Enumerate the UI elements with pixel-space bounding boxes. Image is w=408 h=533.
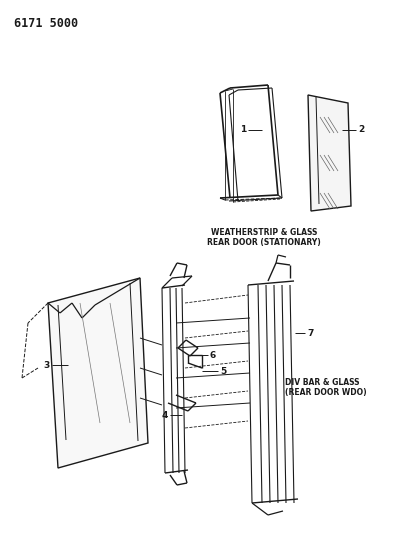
Text: 2: 2 — [358, 125, 364, 134]
Text: DIV BAR & GLASS
(REAR DOOR WDO): DIV BAR & GLASS (REAR DOOR WDO) — [285, 378, 367, 398]
Text: 6: 6 — [210, 351, 216, 359]
Polygon shape — [308, 95, 351, 211]
Text: 7: 7 — [307, 328, 313, 337]
Text: 6171 5000: 6171 5000 — [14, 17, 78, 30]
Text: WEATHERSTRIP & GLASS
REAR DOOR (STATIONARY): WEATHERSTRIP & GLASS REAR DOOR (STATIONA… — [207, 228, 321, 247]
Text: 4: 4 — [162, 410, 168, 419]
Text: 1: 1 — [240, 125, 246, 134]
Text: 5: 5 — [220, 367, 226, 376]
Text: 3: 3 — [44, 360, 50, 369]
Polygon shape — [48, 278, 148, 468]
